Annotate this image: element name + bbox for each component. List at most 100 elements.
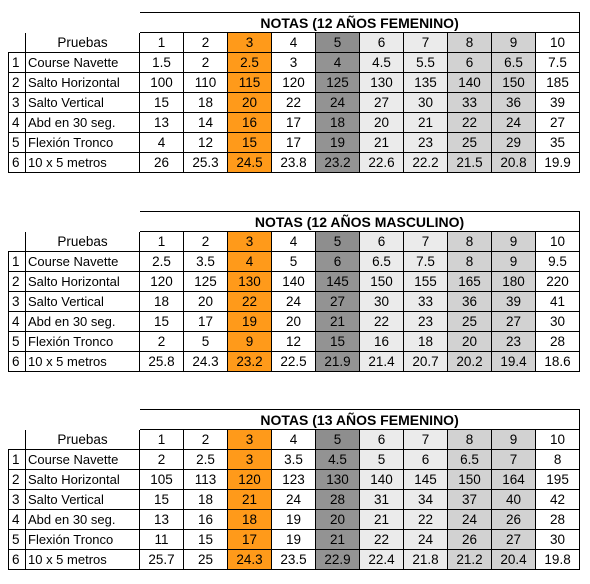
score-cell: 23.2 bbox=[315, 152, 360, 173]
score-cell: 28 bbox=[534, 509, 581, 530]
grade-header: 9 bbox=[491, 429, 536, 450]
score-cell: 20 bbox=[315, 509, 360, 530]
score-cell: 24.5 bbox=[227, 152, 272, 173]
score-cell: 24 bbox=[271, 291, 316, 312]
row-number: 3 bbox=[8, 489, 26, 510]
test-name: Flexión Tronco bbox=[25, 331, 140, 352]
score-cell: 4 bbox=[139, 132, 184, 153]
blank-cell bbox=[8, 429, 26, 450]
score-cell: 22.5 bbox=[271, 351, 316, 372]
score-cell: 8 bbox=[447, 251, 492, 272]
header-row: Pruebas 1 2 3 4 5 6 7 8 9 10 bbox=[8, 32, 581, 53]
score-cell: 42 bbox=[534, 489, 581, 510]
score-cell: 135 bbox=[403, 72, 448, 93]
score-cell: 27 bbox=[359, 92, 404, 113]
score-cell: 7.5 bbox=[403, 251, 448, 272]
score-cell: 17 bbox=[271, 132, 316, 153]
score-cell: 120 bbox=[227, 469, 272, 490]
score-cell: 4 bbox=[315, 52, 360, 73]
grade-header: 6 bbox=[359, 231, 404, 252]
score-cell: 2 bbox=[183, 52, 228, 73]
score-cell: 27 bbox=[315, 291, 360, 312]
grade-header: 10 bbox=[534, 32, 581, 53]
test-name: Course Navette bbox=[25, 52, 140, 73]
score-cell: 27 bbox=[534, 112, 581, 133]
row-number: 5 bbox=[8, 331, 26, 352]
score-cell: 24 bbox=[491, 112, 536, 133]
table-row: 2 Salto Horizontal 120 125 130 140 145 150 155 16… bbox=[8, 271, 581, 292]
table-row: 1 Course Navette 2.5 3.5 4 5 6 6.5 7.5 8 9 9.5 bbox=[8, 251, 581, 272]
table-row: 6 10 x 5 metros 25.7 25 24.3 23.5 22.9 22.4 21.8… bbox=[8, 549, 581, 570]
table-title-row: NOTAS (13 AÑOS FEMENINO) bbox=[9, 409, 581, 430]
header-label: Pruebas bbox=[25, 429, 140, 450]
test-name: 10 x 5 metros bbox=[25, 351, 140, 372]
score-cell: 20.4 bbox=[491, 549, 536, 570]
grade-header: 8 bbox=[447, 231, 492, 252]
grades-table: NOTAS (12 AÑOS MASCULINO) Pruebas 1 2 3 4 5 6 7 8… bbox=[8, 211, 581, 372]
header-row: Pruebas 1 2 3 4 5 6 7 8 9 10 bbox=[8, 429, 581, 450]
score-cell: 15 bbox=[139, 489, 184, 510]
score-cell: 21.9 bbox=[315, 351, 360, 372]
score-cell: 20 bbox=[447, 331, 492, 352]
score-cell: 3 bbox=[271, 52, 316, 73]
score-cell: 120 bbox=[139, 271, 184, 292]
score-cell: 23.8 bbox=[271, 152, 316, 173]
score-cell: 5 bbox=[359, 449, 404, 470]
table-row: 5 Flexión Tronco 11 15 17 19 21 22 24 26 27 30 bbox=[8, 529, 581, 550]
row-number: 4 bbox=[8, 112, 26, 133]
score-cell: 19 bbox=[227, 311, 272, 332]
score-cell: 164 bbox=[491, 469, 536, 490]
grade-header: 6 bbox=[359, 429, 404, 450]
score-cell: 21 bbox=[403, 112, 448, 133]
score-cell: 4.5 bbox=[359, 52, 404, 73]
score-cell: 110 bbox=[183, 72, 228, 93]
score-cell: 2.5 bbox=[139, 251, 184, 272]
row-number: 4 bbox=[8, 509, 26, 530]
score-cell: 140 bbox=[271, 271, 316, 292]
score-cell: 22 bbox=[227, 291, 272, 312]
grade-header: 3 bbox=[227, 32, 272, 53]
score-cell: 40 bbox=[491, 489, 536, 510]
score-cell: 37 bbox=[447, 489, 492, 510]
score-cell: 39 bbox=[534, 92, 581, 113]
score-cell: 6 bbox=[447, 52, 492, 73]
grade-header: 5 bbox=[315, 429, 360, 450]
test-name: Course Navette bbox=[25, 251, 140, 272]
table-title: NOTAS (12 AÑOS FEMENINO) bbox=[138, 12, 581, 33]
score-cell: 33 bbox=[403, 291, 448, 312]
score-cell: 21.8 bbox=[403, 549, 448, 570]
score-cell: 22 bbox=[359, 529, 404, 550]
score-cell: 20.7 bbox=[403, 351, 448, 372]
grade-header: 9 bbox=[491, 32, 536, 53]
score-cell: 41 bbox=[534, 291, 581, 312]
score-cell: 6.5 bbox=[491, 52, 536, 73]
score-cell: 12 bbox=[271, 331, 316, 352]
row-number: 3 bbox=[8, 291, 26, 312]
grade-header: 9 bbox=[491, 231, 536, 252]
row-number: 1 bbox=[8, 251, 26, 272]
score-cell: 20 bbox=[227, 92, 272, 113]
table-title: NOTAS (13 AÑOS FEMENINO) bbox=[138, 409, 581, 430]
table-title-row: NOTAS (12 AÑOS FEMENINO) bbox=[9, 12, 581, 33]
score-cell: 15 bbox=[139, 92, 184, 113]
blank-cell bbox=[26, 13, 140, 33]
score-cell: 29 bbox=[491, 132, 536, 153]
score-cell: 20 bbox=[183, 291, 228, 312]
score-cell: 22.2 bbox=[403, 152, 448, 173]
blank-cell bbox=[9, 13, 26, 33]
table-row: 3 Salto Vertical 15 18 20 22 24 27 30 33 36 39 bbox=[8, 92, 581, 113]
grade-header: 8 bbox=[447, 429, 492, 450]
score-cell: 7.5 bbox=[534, 52, 581, 73]
grade-header: 3 bbox=[227, 429, 272, 450]
score-cell: 13 bbox=[139, 112, 184, 133]
score-cell: 17 bbox=[227, 529, 272, 550]
score-cell: 33 bbox=[447, 92, 492, 113]
score-cell: 22.6 bbox=[359, 152, 404, 173]
score-cell: 26 bbox=[139, 152, 184, 173]
grade-header: 7 bbox=[403, 231, 448, 252]
row-number: 6 bbox=[8, 152, 26, 173]
table-row: 3 Salto Vertical 15 18 21 24 28 31 34 37 40 42 bbox=[8, 489, 581, 510]
score-cell: 15 bbox=[227, 132, 272, 153]
score-cell: 22 bbox=[403, 509, 448, 530]
test-name: Salto Horizontal bbox=[25, 72, 140, 93]
